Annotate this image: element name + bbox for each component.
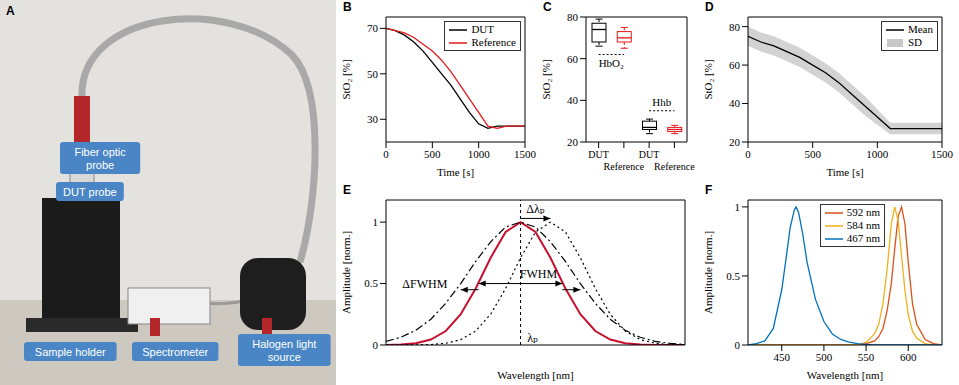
html-text:E: E <box>343 183 351 197</box>
svg-text:500: 500 <box>424 148 441 160</box>
svg-text:40: 40 <box>729 97 741 109</box>
html-text:B: B <box>343 0 352 14</box>
html-text:A: A <box>6 4 15 18</box>
svg-text:1500: 1500 <box>514 148 537 160</box>
svg-text:Halogen light: Halogen light <box>252 338 316 350</box>
svg-text:60: 60 <box>729 59 741 71</box>
html-text:Mean: Mean <box>908 23 933 35</box>
svg-text:80: 80 <box>729 21 741 33</box>
svg-text:Time [s]: Time [s] <box>437 166 474 178</box>
svg-text:Wavelength [nm]: Wavelength [nm] <box>497 369 573 381</box>
svg-text:FWHM: FWHM <box>520 267 558 281</box>
svg-text:70: 70 <box>367 22 379 34</box>
html-text:592 nm: 592 nm <box>846 206 881 218</box>
html-text:SD: SD <box>908 36 922 48</box>
svg-text:1500: 1500 <box>931 148 954 160</box>
svg-text:450: 450 <box>773 351 790 363</box>
html-text:584 nm: 584 nm <box>846 219 881 231</box>
html-text:DUT: DUT <box>471 23 494 35</box>
html-text:F: F <box>705 183 713 197</box>
svg-text:0: 0 <box>745 148 751 160</box>
svg-text:80: 80 <box>567 11 579 23</box>
svg-text:40: 40 <box>567 94 579 106</box>
html-text:Reference: Reference <box>471 36 516 48</box>
svg-text:500: 500 <box>816 351 833 363</box>
svg-text:30: 30 <box>367 113 379 125</box>
svg-text:500: 500 <box>804 148 821 160</box>
svg-text:20: 20 <box>729 136 741 148</box>
svg-text:StO₂ [%]: StO₂ [%] <box>340 59 352 99</box>
svg-text:DUT probe: DUT probe <box>63 186 117 198</box>
svg-text:source: source <box>268 351 301 363</box>
svg-text:0.5: 0.5 <box>726 270 740 282</box>
svg-text:50: 50 <box>367 68 379 80</box>
svg-text:60: 60 <box>567 53 579 65</box>
html-text:C: C <box>543 0 552 14</box>
svg-text:DUT: DUT <box>639 149 660 160</box>
svg-text:0: 0 <box>735 339 741 351</box>
svg-text:Δλₚ: Δλₚ <box>526 202 545 216</box>
svg-text:1000: 1000 <box>468 148 491 160</box>
svg-text:StO₂ [%]: StO₂ [%] <box>702 59 714 99</box>
svg-text:Hhb: Hhb <box>652 96 671 108</box>
svg-text:600: 600 <box>900 351 917 363</box>
svg-text:1: 1 <box>735 201 741 213</box>
svg-text:Reference: Reference <box>604 161 645 172</box>
svg-text:Spectrometer: Spectrometer <box>142 346 208 358</box>
svg-text:Time [s]: Time [s] <box>826 166 863 178</box>
svg-text:probe: probe <box>86 159 114 171</box>
svg-text:550: 550 <box>858 351 875 363</box>
svg-text:1: 1 <box>373 216 379 228</box>
svg-text:ΔFWHM: ΔFWHM <box>402 277 447 291</box>
svg-text:StO₂ [%]: StO₂ [%] <box>540 59 552 99</box>
svg-text:0.5: 0.5 <box>364 277 378 289</box>
svg-text:λₚ: λₚ <box>527 331 538 345</box>
html-text:D: D <box>705 0 714 14</box>
svg-text:0: 0 <box>383 148 389 160</box>
svg-text:20: 20 <box>567 136 579 148</box>
svg-text:Reference: Reference <box>654 161 695 172</box>
html-text:467 nm: 467 nm <box>846 232 881 244</box>
svg-text:Fiber optic: Fiber optic <box>74 146 126 158</box>
svg-text:1000: 1000 <box>866 148 889 160</box>
svg-text:DUT: DUT <box>588 149 609 160</box>
svg-text:HbO₂: HbO₂ <box>599 57 624 69</box>
svg-text:0: 0 <box>373 339 379 351</box>
svg-text:Sample holder: Sample holder <box>35 346 106 358</box>
svg-text:Amplitude [norm.]: Amplitude [norm.] <box>340 231 352 314</box>
svg-text:Wavelength [nm]: Wavelength [nm] <box>807 369 883 381</box>
svg-text:Amplitude [norm.]: Amplitude [norm.] <box>702 231 714 314</box>
